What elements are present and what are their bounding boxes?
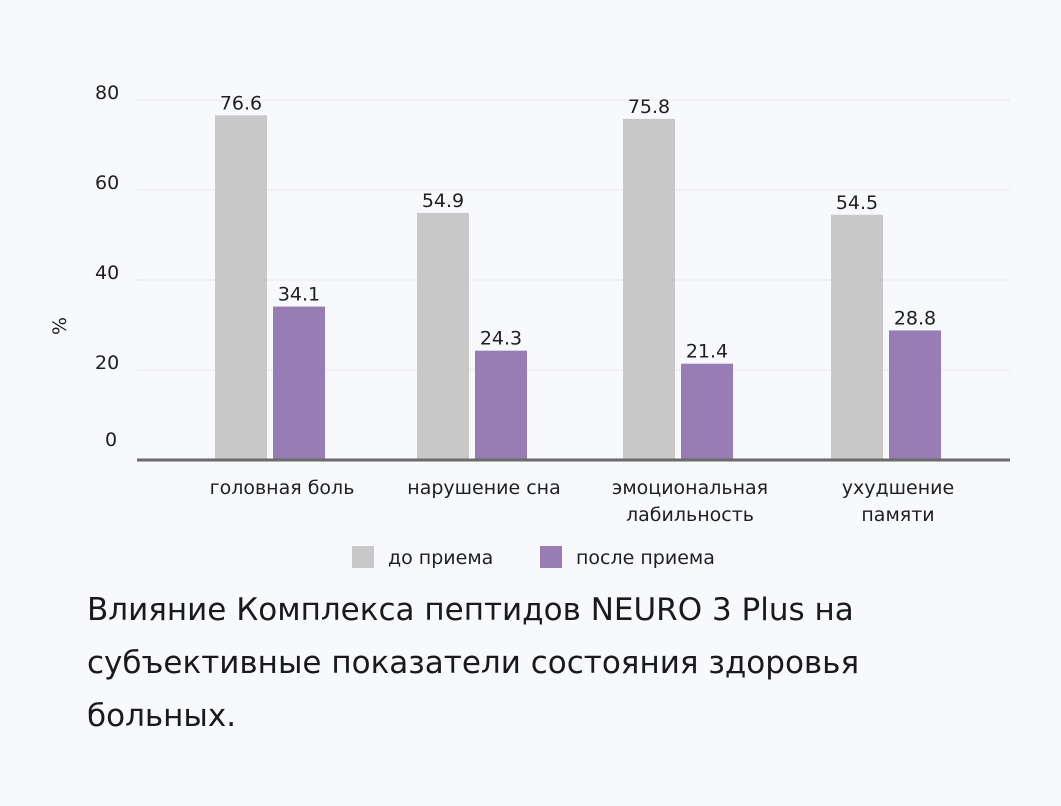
category-label-3-1: памяти (861, 504, 934, 526)
y-tick-label-60: 60 (95, 172, 119, 194)
category-label-1-0: нарушение сна (407, 477, 560, 499)
legend-label-0: до приема (388, 547, 493, 569)
legend-label-1: после приема (576, 547, 715, 569)
bar-после-приема-2 (681, 363, 733, 460)
value-label-1-0: 34.1 (278, 284, 320, 306)
category-label-2-0: эмоциональная (612, 477, 768, 499)
legend-swatch-1 (540, 546, 562, 568)
y-tick-label-0: 0 (105, 429, 117, 451)
value-label-0-0: 76.6 (220, 92, 262, 114)
y-tick-label-20: 20 (95, 352, 119, 374)
legend-swatch-0 (352, 546, 374, 568)
value-label-1-3: 28.8 (894, 307, 936, 329)
chart-caption: Влияние Комплекса пептидов NEURO 3 Plus … (87, 592, 860, 734)
category-label-2-1: лабильность (626, 504, 754, 526)
value-label-1-1: 24.3 (480, 328, 522, 350)
category-label-0-0: головная боль (210, 477, 355, 499)
bar-после-приема-1 (475, 350, 527, 460)
bar-после-приема-0 (273, 306, 325, 460)
bar-до-приема-1 (417, 212, 469, 460)
value-label-0-2: 75.8 (628, 96, 670, 118)
bar-до-приема-0 (215, 115, 267, 461)
y-tick-label-40: 40 (95, 262, 119, 284)
bar-до-приема-3 (831, 214, 883, 460)
value-label-0-1: 54.9 (422, 190, 464, 212)
y-tick-label-80: 80 (95, 82, 119, 104)
bar-chart: 0 20 40 60 80% 76.6 54.9 75.8 54.5 34.1 24.3 21.4 28… (49, 82, 1010, 569)
value-label-1-2: 21.4 (686, 341, 728, 363)
bar-после-приема-3 (889, 330, 941, 460)
bar-до-приема-2 (623, 118, 675, 461)
category-label-3-0: ухудшение (842, 477, 954, 499)
y-axis-label: % (49, 317, 71, 335)
value-label-0-3: 54.5 (836, 192, 878, 214)
